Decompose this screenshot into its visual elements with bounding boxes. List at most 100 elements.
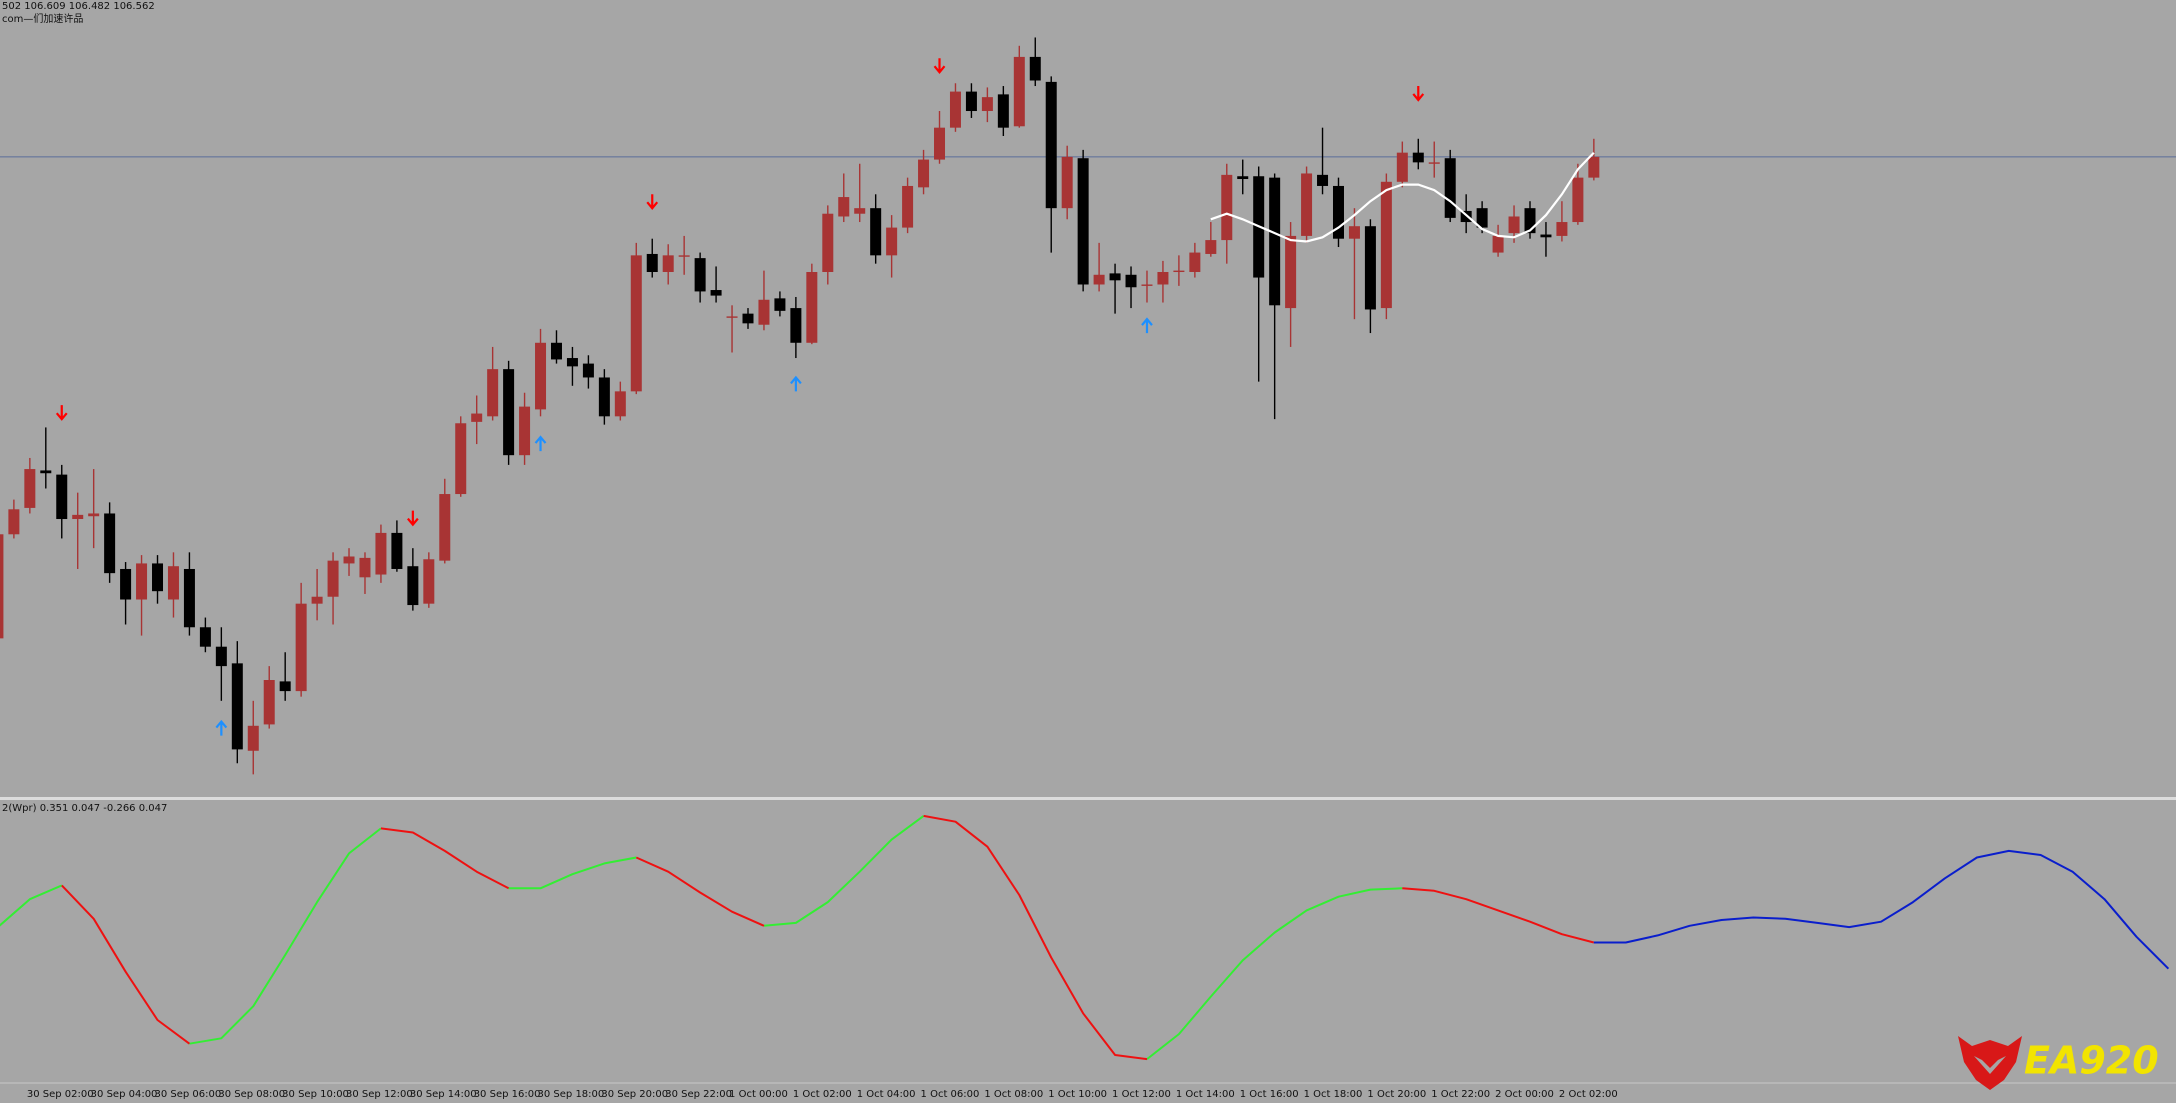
sell-arrow [933, 58, 946, 74]
candle-body [1173, 270, 1185, 273]
candle-body [678, 255, 690, 257]
candle-body [774, 298, 786, 311]
sell-arrow [55, 405, 68, 421]
candle-body [503, 369, 515, 456]
candle-body [72, 514, 84, 520]
x-tick-label: 2 Oct 02:00 [1559, 1089, 1618, 1100]
candle-body [183, 568, 195, 628]
candle-body [152, 563, 164, 592]
candle-body [1556, 222, 1568, 236]
candle-body [758, 299, 770, 325]
logo: EA920 [1958, 1036, 2159, 1090]
x-tick-label: 1 Oct 22:00 [1431, 1089, 1490, 1100]
candle-body [199, 627, 211, 647]
candle-body [0, 534, 4, 639]
x-tick-label: 30 Sep 18:00 [538, 1089, 605, 1100]
candle-body [646, 253, 658, 272]
candle-body [614, 391, 626, 417]
x-tick-label: 1 Oct 02:00 [793, 1089, 852, 1100]
candle-body [535, 342, 547, 410]
candle-body [566, 358, 578, 367]
candle-body [902, 185, 914, 228]
candle-body [343, 556, 355, 564]
pane-separator [0, 797, 2176, 800]
candle-body [1380, 181, 1392, 309]
candle-body [550, 342, 562, 360]
candle-body [327, 560, 339, 597]
buy-arrow [790, 375, 802, 392]
candle-body [934, 127, 946, 160]
candle-body [120, 568, 132, 600]
buy-arrow [1141, 317, 1153, 334]
candle-body [981, 97, 993, 112]
candle-body [375, 532, 387, 575]
x-tick-label: 1 Oct 16:00 [1240, 1089, 1299, 1100]
candle-body [1189, 252, 1201, 272]
candle-body [630, 255, 642, 392]
candle-body [1317, 174, 1329, 186]
candle-body [1492, 235, 1504, 253]
x-tick-label: 30 Sep 10:00 [282, 1089, 349, 1100]
candle-body [1045, 81, 1057, 209]
candle-body [359, 557, 371, 578]
x-tick-label: 1 Oct 20:00 [1367, 1089, 1426, 1100]
candle-body [1428, 162, 1440, 164]
buy-arrow [534, 435, 547, 452]
sell-arrow [407, 510, 419, 527]
x-tick-label: 30 Sep 08:00 [218, 1089, 285, 1100]
logo-icon-cut [1974, 1056, 2006, 1074]
logo-icon [1958, 1036, 2022, 1090]
candle-body [949, 91, 961, 128]
candle-body [1412, 152, 1424, 163]
indicator-line [0, 815, 1403, 1060]
x-tick-label: 1 Oct 18:00 [1304, 1089, 1363, 1100]
candle-body [1540, 234, 1552, 238]
candle-body [838, 197, 850, 217]
candle-body [1301, 173, 1313, 236]
sell-arrow [646, 194, 659, 210]
x-tick-label: 30 Sep 02:00 [27, 1089, 94, 1100]
candle-body [167, 566, 179, 600]
x-tick-label: 1 Oct 10:00 [1048, 1089, 1107, 1100]
candle-body [295, 603, 307, 692]
sell-arrow [1412, 85, 1425, 102]
candle-body [1141, 284, 1153, 286]
candle-body [1029, 56, 1041, 81]
candle-body [1332, 185, 1344, 239]
candle-body [279, 681, 291, 692]
candle-body [247, 725, 259, 751]
candle-body [471, 413, 483, 422]
candle-body [487, 369, 499, 417]
candle-body [1237, 176, 1249, 180]
candle-body [854, 208, 866, 214]
candle-body [1348, 226, 1360, 239]
candle-body [231, 663, 243, 750]
candle-body [1077, 158, 1089, 285]
candle-body [24, 469, 36, 508]
x-tick-label: 30 Sep 04:00 [91, 1089, 158, 1100]
candle-body [1476, 208, 1488, 228]
candle-body [918, 159, 930, 188]
candle-body [1364, 226, 1376, 310]
candle-body [806, 272, 818, 343]
candle-body [439, 494, 451, 561]
x-tick-label: 30 Sep 22:00 [665, 1089, 732, 1100]
candle-body [598, 377, 610, 417]
candle-body [40, 470, 52, 474]
candle-body [215, 646, 227, 667]
candle-body [1125, 274, 1137, 288]
x-tick-label: 30 Sep 06:00 [155, 1089, 222, 1100]
x-tick-label: 30 Sep 12:00 [346, 1089, 413, 1100]
candle-body [1269, 177, 1281, 306]
x-tick-label: 2 Oct 00:00 [1495, 1089, 1554, 1100]
candle-body [1524, 208, 1536, 234]
x-tick-label: 1 Oct 08:00 [984, 1089, 1043, 1100]
indicator-header: 2(Wpr) 0.351 0.047 -0.266 0.047 [2, 803, 167, 814]
x-tick-label: 1 Oct 00:00 [729, 1089, 788, 1100]
candle-body [997, 94, 1009, 128]
x-tick-label: 30 Sep 14:00 [410, 1089, 477, 1100]
ma-line [1210, 151, 1595, 243]
candle-body [1093, 274, 1105, 285]
